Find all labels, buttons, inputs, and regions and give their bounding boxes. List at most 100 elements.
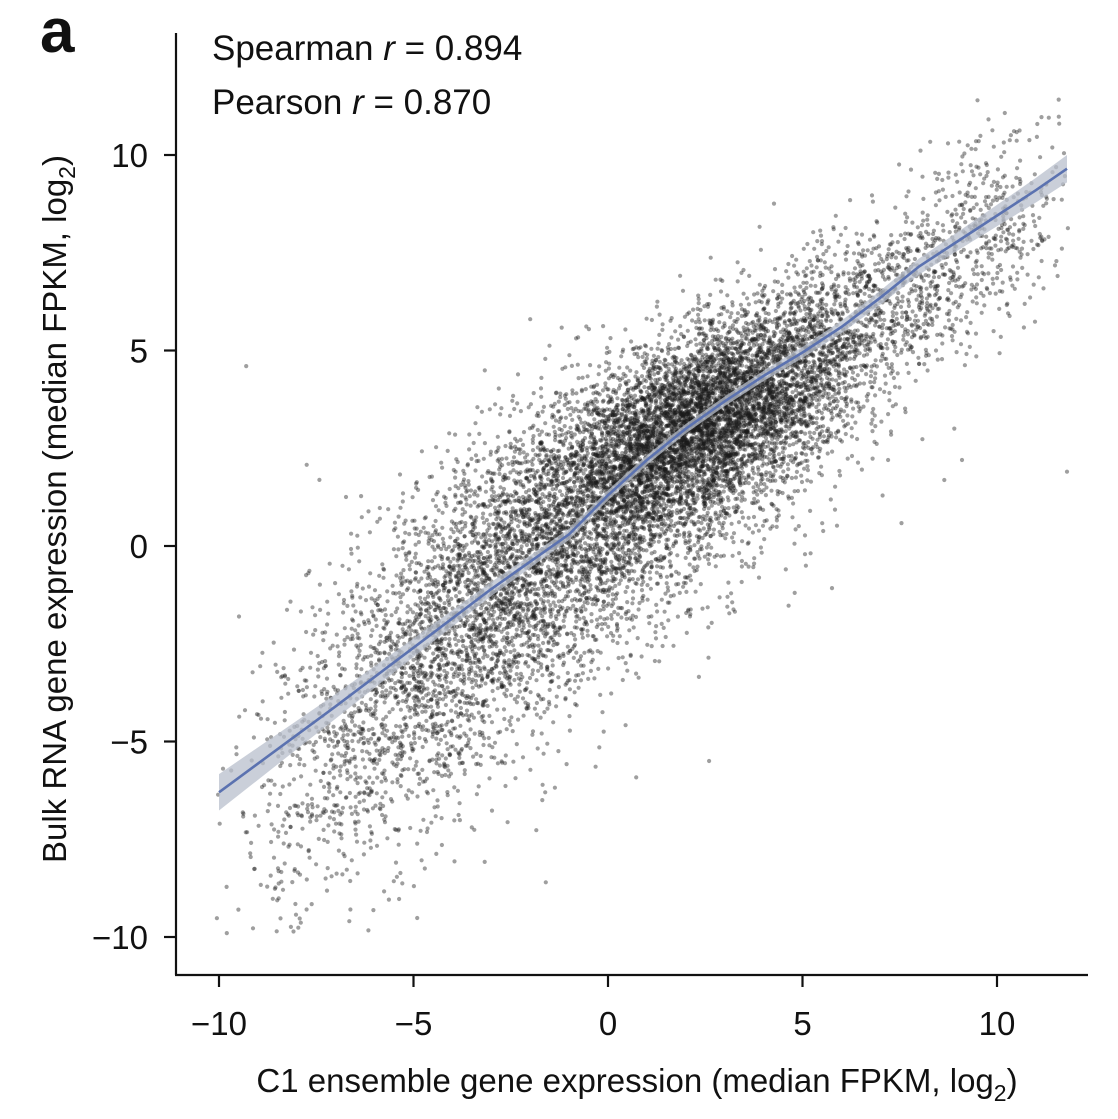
scatter-point — [597, 364, 602, 369]
scatter-point — [690, 357, 696, 362]
scatter-point — [648, 403, 653, 408]
scatter-point — [779, 427, 784, 432]
scatter-point — [727, 373, 733, 379]
scatter-point — [484, 480, 489, 485]
scatter-point — [803, 292, 808, 297]
scatter-point — [772, 412, 777, 417]
scatter-point — [718, 289, 724, 294]
scatter-point — [742, 370, 747, 375]
scatter-point — [743, 447, 748, 452]
scatter-point — [530, 448, 536, 453]
scatter-point — [746, 481, 751, 486]
scatter-point — [615, 396, 620, 401]
scatter-point — [767, 457, 772, 462]
scatter-point — [685, 343, 690, 349]
scatter-point — [830, 449, 835, 454]
scatter-point — [764, 462, 770, 467]
scatter-point — [868, 374, 874, 379]
scatter-point — [537, 457, 542, 462]
scatter-point — [778, 475, 783, 480]
scatter-point — [682, 437, 688, 442]
scatter-point — [750, 319, 756, 325]
scatter-point — [725, 309, 730, 314]
scatter-point — [783, 429, 788, 434]
scatter-point — [689, 408, 694, 413]
scatter-point — [696, 301, 701, 306]
scatter-point — [682, 506, 687, 512]
scatter-point — [693, 320, 699, 325]
scatter-point — [893, 345, 898, 350]
scatter-point — [802, 446, 807, 451]
scatter-point — [683, 366, 688, 371]
scatter-point — [672, 364, 677, 369]
scatter-point — [834, 378, 839, 383]
scatter-point — [913, 313, 918, 318]
scatter-point — [582, 494, 587, 499]
scatter-point — [805, 478, 810, 483]
scatter-point — [859, 334, 864, 339]
scatter-point — [861, 381, 867, 386]
scatter-point — [587, 440, 592, 445]
scatter-point — [709, 391, 715, 396]
scatter-point — [667, 342, 672, 347]
scatter-point — [556, 399, 561, 404]
scatter-point — [656, 341, 661, 346]
scatter-point — [791, 442, 796, 447]
scatter-point — [831, 399, 837, 404]
scatter-point — [668, 403, 673, 408]
scatter-point — [487, 525, 492, 530]
scatter-point — [475, 405, 480, 410]
scatter-point — [651, 422, 656, 427]
scatter-point — [849, 434, 855, 439]
scatter-point — [720, 325, 726, 330]
scatter-point — [639, 374, 645, 379]
scatter-point — [787, 443, 792, 448]
scatter-point — [645, 500, 650, 505]
scatter-point — [841, 418, 846, 423]
scatter-point — [654, 304, 660, 309]
scatter-point — [385, 589, 390, 594]
scatter-point — [666, 347, 671, 353]
scatter-point — [756, 433, 761, 438]
scatter-point — [459, 493, 464, 498]
scatter-point — [668, 446, 673, 451]
scatter-point — [640, 525, 645, 530]
scatter-point — [579, 420, 584, 425]
scatter-point — [789, 404, 795, 409]
panel-label: a — [40, 0, 75, 66]
scatter-point — [623, 446, 628, 452]
scatter-point — [645, 436, 650, 441]
scatter-point — [591, 385, 596, 390]
scatter-point — [661, 475, 666, 480]
scatter-point — [618, 434, 623, 439]
scatter-point — [793, 393, 799, 399]
scatter-point — [559, 492, 565, 498]
scatter-point — [788, 301, 793, 306]
scatter-point — [747, 397, 752, 402]
scatter-point — [848, 356, 853, 361]
scatter-point — [784, 434, 789, 439]
scatter-point — [931, 275, 937, 280]
scatter-point — [667, 469, 672, 474]
scatter-point — [723, 438, 729, 443]
scatter-point — [649, 317, 655, 323]
scatter-point — [816, 455, 821, 460]
scatter-point — [767, 337, 772, 342]
scatter-point — [913, 378, 918, 383]
scatter-point — [750, 476, 755, 481]
scatter-point — [746, 421, 751, 426]
scatter-point — [752, 337, 758, 342]
scatter-point — [639, 389, 644, 394]
scatter-point — [756, 366, 761, 371]
scatter-point — [596, 372, 601, 377]
scatter-point — [734, 436, 739, 441]
scatter-point — [750, 530, 756, 535]
scatter-point — [775, 386, 780, 392]
scatter-point — [721, 343, 726, 348]
scatter-point — [758, 247, 764, 252]
scatter-point — [711, 463, 716, 469]
scatter-point — [698, 394, 703, 399]
scatter-point — [844, 404, 849, 409]
scatter-point — [692, 377, 698, 382]
scatter-point — [742, 328, 747, 333]
